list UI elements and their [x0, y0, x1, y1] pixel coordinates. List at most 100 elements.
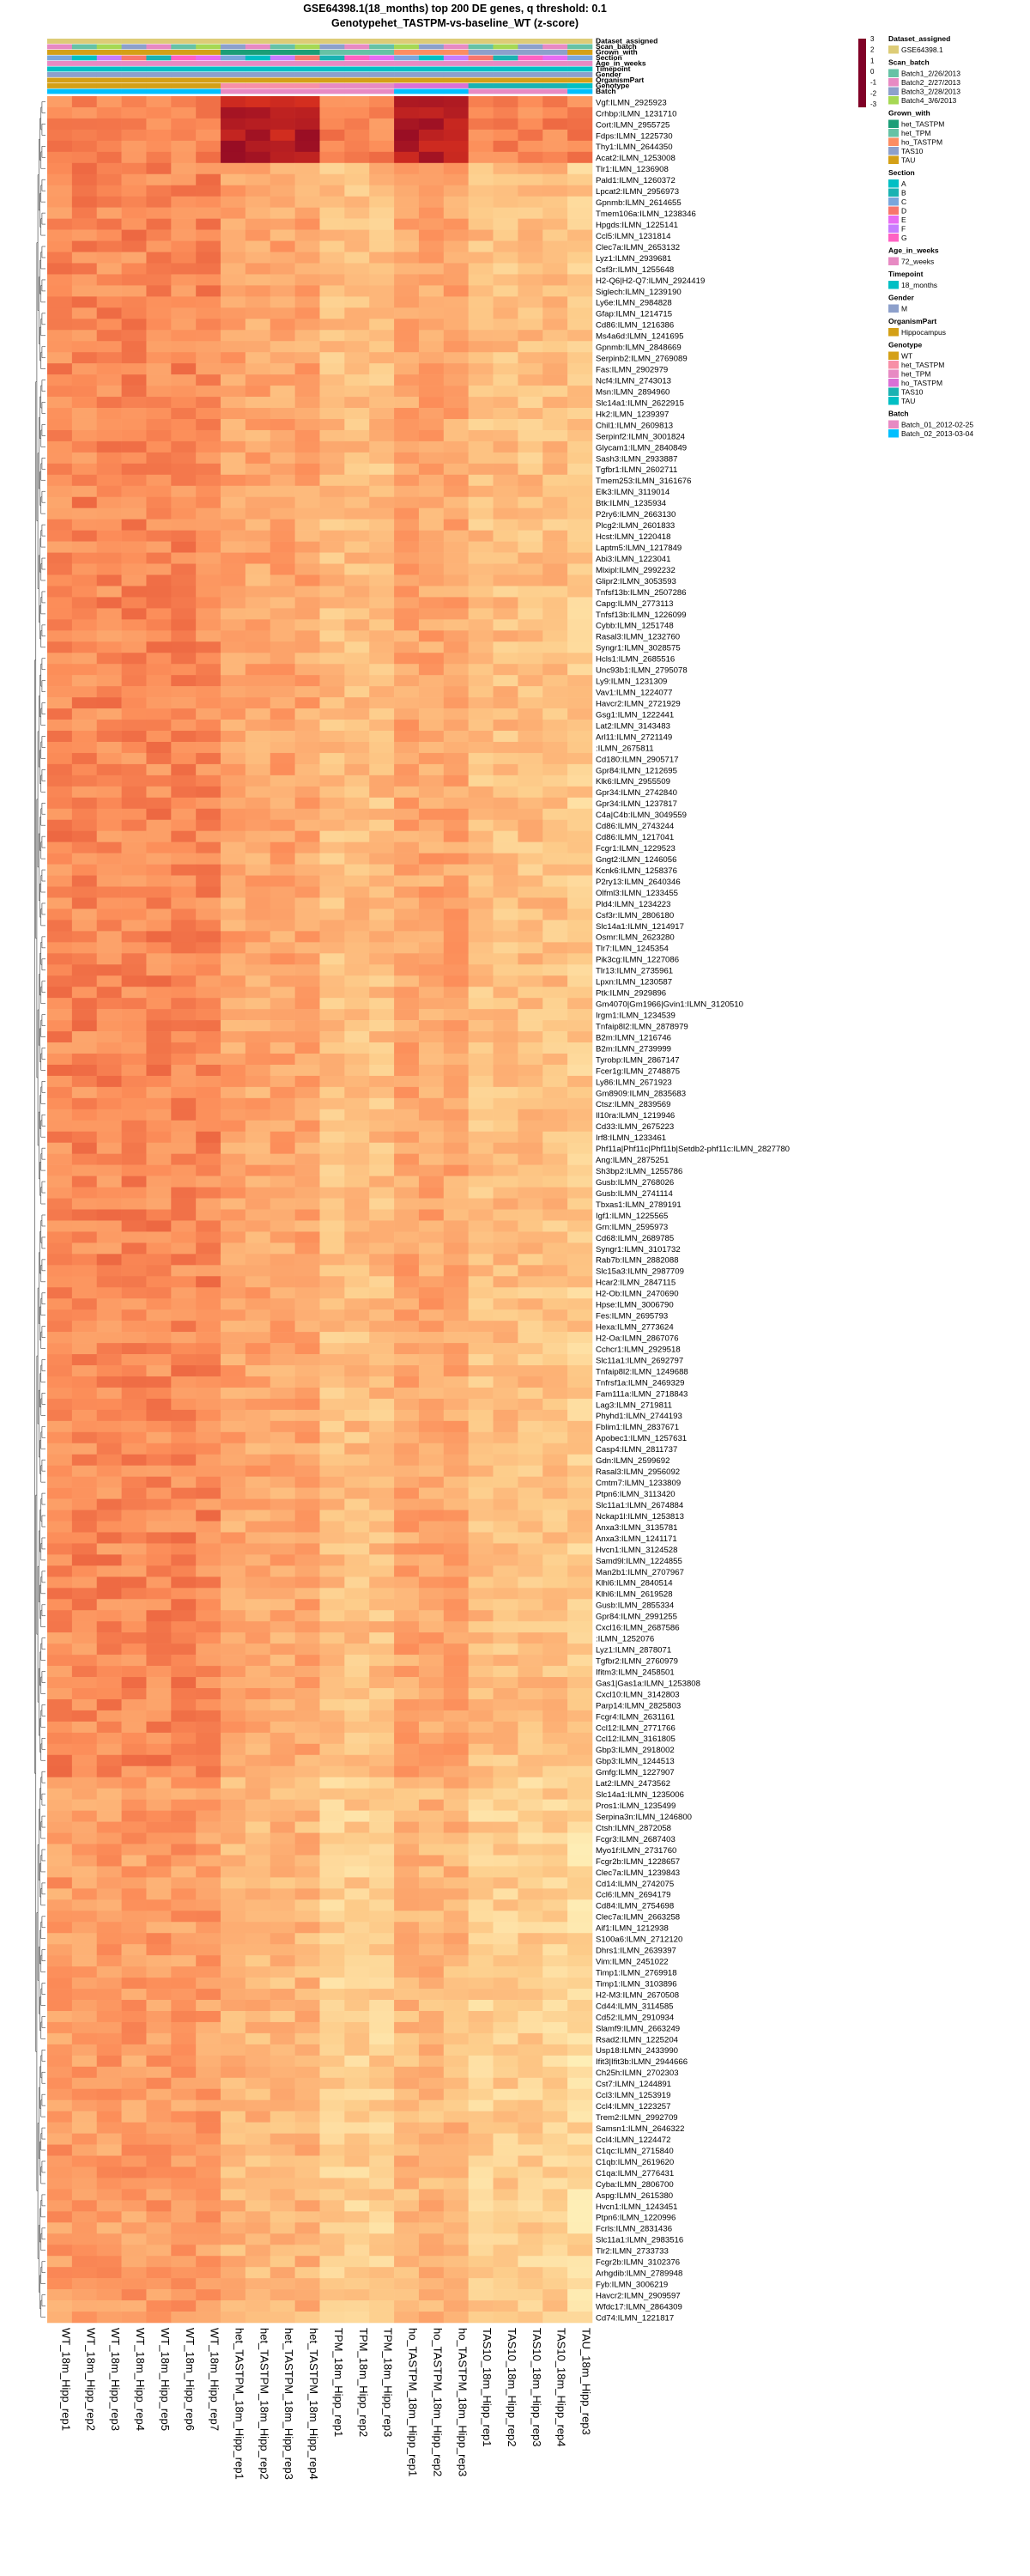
heatmap-cell — [294, 1521, 320, 1533]
heatmap-cell — [121, 641, 147, 653]
heatmap-cell — [245, 563, 271, 575]
heatmap-cell — [221, 1888, 246, 1900]
heatmap-cell — [344, 763, 370, 776]
heatmap-cell — [221, 2066, 246, 2079]
heatmap-cell — [196, 1009, 221, 1021]
heatmap-cell — [196, 1754, 221, 1767]
heatmap-cell — [418, 196, 445, 208]
heatmap-cell — [418, 2055, 445, 2068]
heatmap-cell — [171, 1521, 197, 1533]
heatmap-cell — [394, 408, 420, 420]
heatmap-cell — [518, 1888, 543, 1900]
heatmap-cell — [146, 485, 172, 498]
heatmap-cell — [319, 1966, 345, 1978]
annotation-label-scan-batch: Scan_batch — [596, 42, 637, 51]
heatmap-cell — [394, 2044, 420, 2057]
heatmap-cell — [146, 597, 172, 609]
heatmap-cell — [468, 1153, 494, 1165]
annotation-cell-timepoint-14 — [369, 66, 395, 72]
heatmap-cell — [394, 1978, 420, 1990]
heatmap-cell — [493, 619, 518, 631]
heatmap-cell — [542, 1788, 568, 1800]
heatmap-cell — [96, 374, 122, 386]
heatmap-cell — [245, 908, 271, 920]
heatmap-cell — [294, 296, 320, 308]
heatmap-cell — [294, 987, 320, 999]
heatmap-cell — [518, 1866, 543, 1878]
heatmap-cell — [146, 841, 172, 854]
heatmap-cell — [270, 1498, 295, 1510]
heatmap-cell — [443, 1398, 469, 1411]
heatmap-cell — [369, 1109, 395, 1121]
heatmap-cell — [394, 485, 420, 498]
heatmap-cell — [96, 1877, 122, 1889]
heatmap-cell — [71, 1677, 98, 1689]
heatmap-cell — [567, 296, 593, 308]
heatmap-cell — [171, 519, 197, 531]
heatmap-cell — [221, 1799, 246, 1811]
heatmap-cell — [443, 1721, 469, 1734]
heatmap-cell — [468, 440, 494, 453]
heatmap-cell — [542, 397, 568, 409]
heatmap-cell — [369, 1510, 395, 1522]
heatmap-cell — [71, 619, 98, 631]
annotation-cell-timepoint-1 — [47, 66, 73, 72]
heatmap-cell — [418, 363, 445, 375]
heatmap-cell — [319, 942, 345, 954]
heatmap-cell — [96, 173, 122, 186]
heatmap-cell — [71, 1042, 98, 1054]
heatmap-cell — [121, 1765, 147, 1778]
heatmap-cell — [369, 1810, 395, 1822]
heatmap-cell — [96, 106, 122, 119]
annotation-cell-genotype-17 — [443, 83, 469, 88]
heatmap-cell — [96, 363, 122, 375]
heatmap-cell — [542, 240, 568, 252]
heatmap-cell — [47, 664, 73, 676]
heatmap-cell — [319, 875, 345, 887]
heatmap-cell — [468, 1799, 494, 1811]
heatmap-cell — [245, 720, 271, 732]
heatmap-cell — [294, 975, 320, 987]
heatmap-cell — [518, 1387, 543, 1400]
heatmap-cell — [71, 429, 98, 442]
heatmap-cell — [146, 530, 172, 542]
heatmap-cell — [369, 1053, 395, 1066]
heatmap-cell — [567, 2000, 593, 2012]
heatmap-cell — [418, 763, 445, 776]
heatmap-cell — [468, 1554, 494, 1566]
heatmap-cell — [344, 1142, 370, 1154]
heatmap-cell — [270, 1666, 295, 1678]
heatmap-cell — [146, 1955, 172, 1967]
heatmap-cell — [319, 1754, 345, 1767]
heatmap-cell — [319, 2066, 345, 2079]
heatmap-cell — [245, 1743, 271, 1756]
heatmap-cell — [418, 1176, 445, 1188]
heatmap-cell — [294, 207, 320, 219]
heatmap-cell — [418, 2032, 445, 2045]
heatmap-cell — [47, 1075, 73, 1088]
heatmap-cell — [171, 552, 197, 564]
heatmap-cell — [394, 1832, 420, 1844]
heatmap-cell — [542, 1120, 568, 1133]
heatmap-cell — [319, 1610, 345, 1622]
heatmap-cell — [294, 386, 320, 398]
heatmap-cell — [369, 530, 395, 542]
heatmap-cell — [468, 429, 494, 442]
heatmap-cell — [146, 1765, 172, 1778]
heatmap-cell — [221, 2010, 246, 2023]
heatmap-cell — [443, 1476, 469, 1488]
heatmap-cell — [344, 797, 370, 810]
heatmap-cell — [270, 363, 295, 375]
heatmap-cell — [146, 1643, 172, 1656]
heatmap-cell — [443, 1743, 469, 1756]
annotation-cell-grown-with-3 — [96, 50, 122, 55]
heatmap-cell — [468, 1254, 494, 1266]
heatmap-cell — [344, 1309, 370, 1321]
annotation-cell-section-8 — [221, 55, 246, 61]
heatmap-cell — [468, 1487, 494, 1499]
heatmap-cell — [468, 752, 494, 765]
heatmap-cell — [96, 1009, 122, 1021]
heatmap-cell — [418, 285, 445, 297]
heatmap-cell — [221, 1198, 246, 1210]
heatmap-cell — [221, 2021, 246, 2034]
